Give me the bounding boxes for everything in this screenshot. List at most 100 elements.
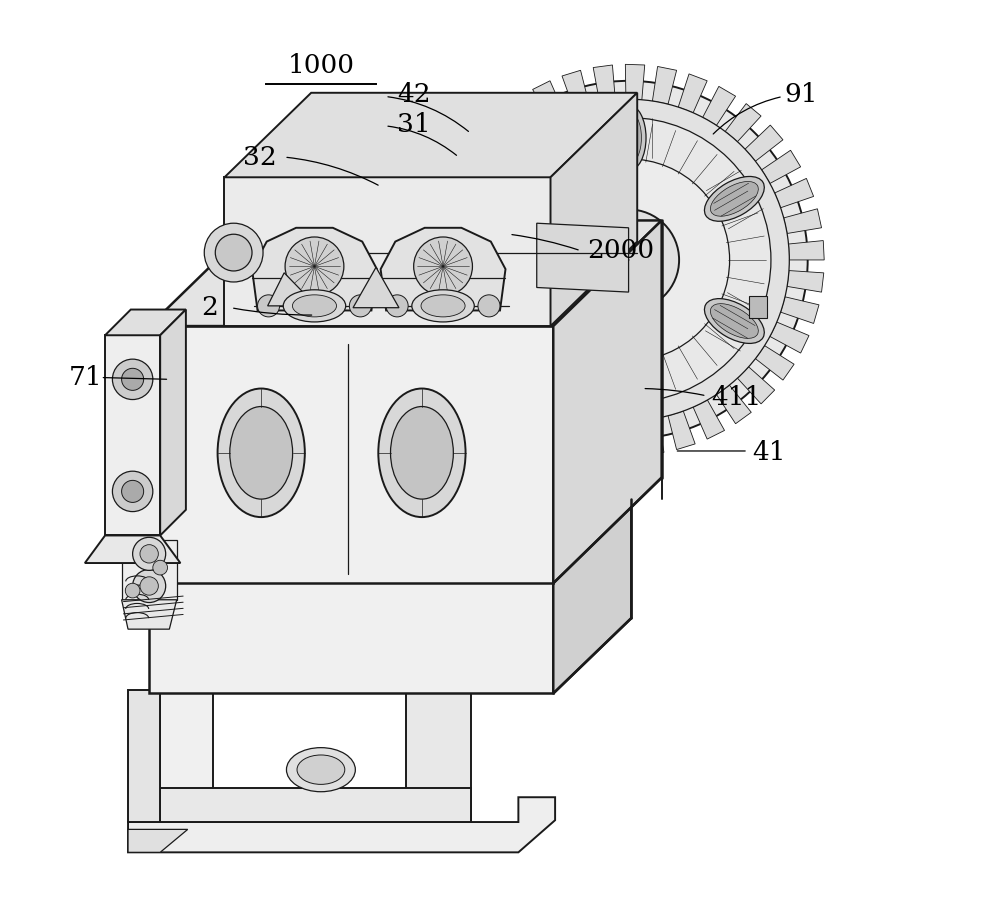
Polygon shape <box>128 797 555 852</box>
Circle shape <box>122 369 144 390</box>
Polygon shape <box>553 499 631 693</box>
Polygon shape <box>762 151 801 184</box>
Polygon shape <box>149 221 662 326</box>
Polygon shape <box>122 600 177 629</box>
Ellipse shape <box>499 181 547 216</box>
Ellipse shape <box>611 349 646 415</box>
Text: 1000: 1000 <box>287 53 354 79</box>
Text: 42: 42 <box>397 82 431 107</box>
Ellipse shape <box>499 304 547 338</box>
Circle shape <box>386 295 408 317</box>
Circle shape <box>486 117 771 402</box>
Polygon shape <box>436 286 473 311</box>
Ellipse shape <box>611 104 646 171</box>
Polygon shape <box>581 416 605 454</box>
Polygon shape <box>755 346 794 380</box>
Text: 2: 2 <box>202 295 218 321</box>
Ellipse shape <box>218 388 305 517</box>
Circle shape <box>112 471 153 512</box>
Polygon shape <box>85 536 180 563</box>
Polygon shape <box>457 336 495 370</box>
Text: 91: 91 <box>785 82 818 107</box>
Circle shape <box>414 237 472 296</box>
Ellipse shape <box>378 388 466 517</box>
Polygon shape <box>749 296 767 318</box>
Circle shape <box>258 295 280 317</box>
Polygon shape <box>789 240 824 260</box>
Polygon shape <box>550 407 579 446</box>
Polygon shape <box>522 395 554 433</box>
Polygon shape <box>444 312 482 342</box>
Polygon shape <box>551 92 637 326</box>
Polygon shape <box>678 74 707 113</box>
Text: 411: 411 <box>711 385 761 410</box>
Circle shape <box>478 295 500 317</box>
Polygon shape <box>506 96 541 135</box>
Ellipse shape <box>710 181 758 216</box>
Polygon shape <box>725 103 761 141</box>
Ellipse shape <box>286 748 355 792</box>
Polygon shape <box>703 86 736 126</box>
Polygon shape <box>122 540 177 600</box>
Polygon shape <box>433 260 469 279</box>
Ellipse shape <box>297 755 345 784</box>
Polygon shape <box>625 65 645 100</box>
Text: 31: 31 <box>397 112 431 137</box>
Polygon shape <box>406 690 471 822</box>
Ellipse shape <box>283 290 346 322</box>
Text: 2000: 2000 <box>587 238 654 263</box>
Polygon shape <box>268 273 316 306</box>
Ellipse shape <box>616 356 641 408</box>
Polygon shape <box>693 400 725 439</box>
Circle shape <box>601 233 656 287</box>
Polygon shape <box>128 690 160 822</box>
Circle shape <box>140 577 158 595</box>
Polygon shape <box>128 830 188 852</box>
Polygon shape <box>642 418 664 455</box>
Polygon shape <box>533 80 564 120</box>
Polygon shape <box>149 499 631 574</box>
Circle shape <box>140 544 158 563</box>
Circle shape <box>153 560 168 575</box>
Polygon shape <box>381 228 506 310</box>
Polygon shape <box>105 335 160 536</box>
Circle shape <box>125 583 140 598</box>
Polygon shape <box>160 690 213 822</box>
Polygon shape <box>149 326 553 583</box>
Ellipse shape <box>292 295 337 317</box>
Circle shape <box>285 237 344 296</box>
Polygon shape <box>224 92 637 177</box>
Polygon shape <box>745 125 783 161</box>
Polygon shape <box>482 116 520 153</box>
Polygon shape <box>160 666 241 690</box>
Polygon shape <box>433 227 470 249</box>
Circle shape <box>122 480 144 503</box>
Polygon shape <box>224 177 551 326</box>
Polygon shape <box>252 228 377 310</box>
Polygon shape <box>716 385 751 424</box>
Circle shape <box>133 538 166 570</box>
Circle shape <box>215 234 252 271</box>
Polygon shape <box>775 178 814 208</box>
Polygon shape <box>668 411 695 450</box>
Polygon shape <box>652 67 677 104</box>
Polygon shape <box>496 378 532 417</box>
Circle shape <box>449 80 808 439</box>
Polygon shape <box>784 209 822 234</box>
Polygon shape <box>160 310 186 536</box>
Text: 41: 41 <box>753 441 786 466</box>
Circle shape <box>578 210 679 310</box>
Polygon shape <box>463 140 502 175</box>
Polygon shape <box>553 221 662 583</box>
Polygon shape <box>593 65 615 102</box>
Polygon shape <box>781 297 819 323</box>
Polygon shape <box>105 310 186 335</box>
Circle shape <box>528 159 730 361</box>
Circle shape <box>112 359 153 399</box>
Polygon shape <box>787 271 824 292</box>
Circle shape <box>468 99 789 420</box>
Ellipse shape <box>616 111 641 164</box>
Polygon shape <box>737 367 775 404</box>
Polygon shape <box>160 788 471 822</box>
Polygon shape <box>474 359 512 395</box>
